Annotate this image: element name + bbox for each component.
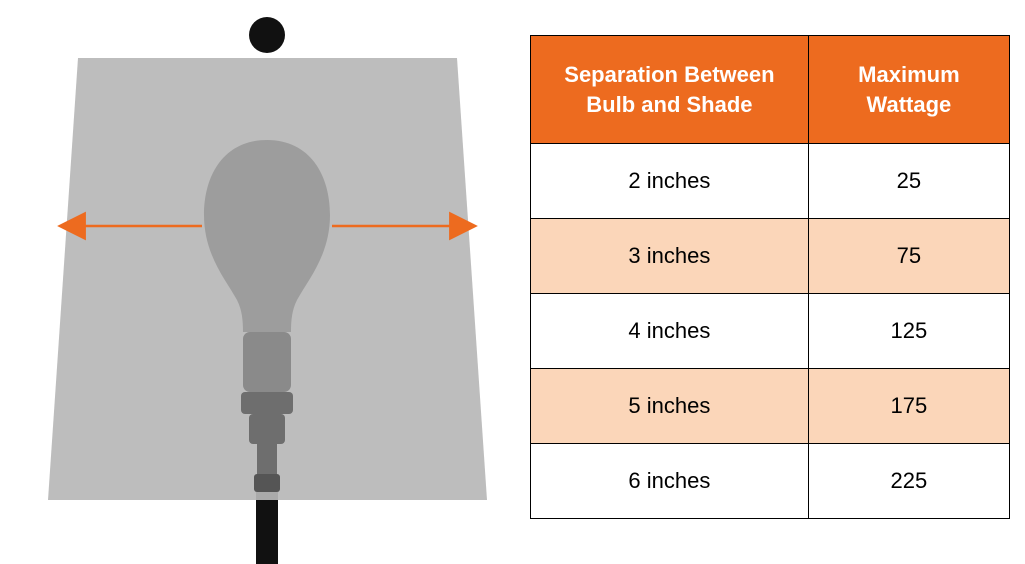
cell-separation: 4 inches — [531, 294, 809, 369]
cell-wattage: 75 — [808, 219, 1009, 294]
lamp-cap — [254, 474, 280, 492]
lamp-svg — [0, 0, 530, 564]
finial-icon — [249, 17, 285, 53]
wattage-table: Separation BetweenBulb and ShadeMaximumW… — [530, 35, 1010, 519]
cell-separation: 3 inches — [531, 219, 809, 294]
socket-lower — [249, 414, 285, 444]
lamp-pole — [256, 492, 278, 564]
bulb-base — [243, 332, 291, 392]
table-row: 4 inches125 — [531, 294, 1010, 369]
col-separation: Separation BetweenBulb and Shade — [531, 36, 809, 144]
table-body: 2 inches253 inches754 inches1255 inches1… — [531, 144, 1010, 519]
table-row: 6 inches225 — [531, 444, 1010, 519]
table-row: 2 inches25 — [531, 144, 1010, 219]
cell-separation: 5 inches — [531, 369, 809, 444]
cell-wattage: 125 — [808, 294, 1009, 369]
lamp-neck — [257, 444, 277, 474]
cell-separation: 6 inches — [531, 444, 809, 519]
cell-wattage: 175 — [808, 369, 1009, 444]
lamp-diagram — [0, 0, 530, 564]
cell-wattage: 225 — [808, 444, 1009, 519]
wattage-table-area: Separation BetweenBulb and ShadeMaximumW… — [530, 0, 1025, 564]
col-wattage: MaximumWattage — [808, 36, 1009, 144]
table-row: 3 inches75 — [531, 219, 1010, 294]
table-header: Separation BetweenBulb and ShadeMaximumW… — [531, 36, 1010, 144]
socket-upper — [241, 392, 293, 414]
cell-wattage: 25 — [808, 144, 1009, 219]
table-row: 5 inches175 — [531, 369, 1010, 444]
cell-separation: 2 inches — [531, 144, 809, 219]
